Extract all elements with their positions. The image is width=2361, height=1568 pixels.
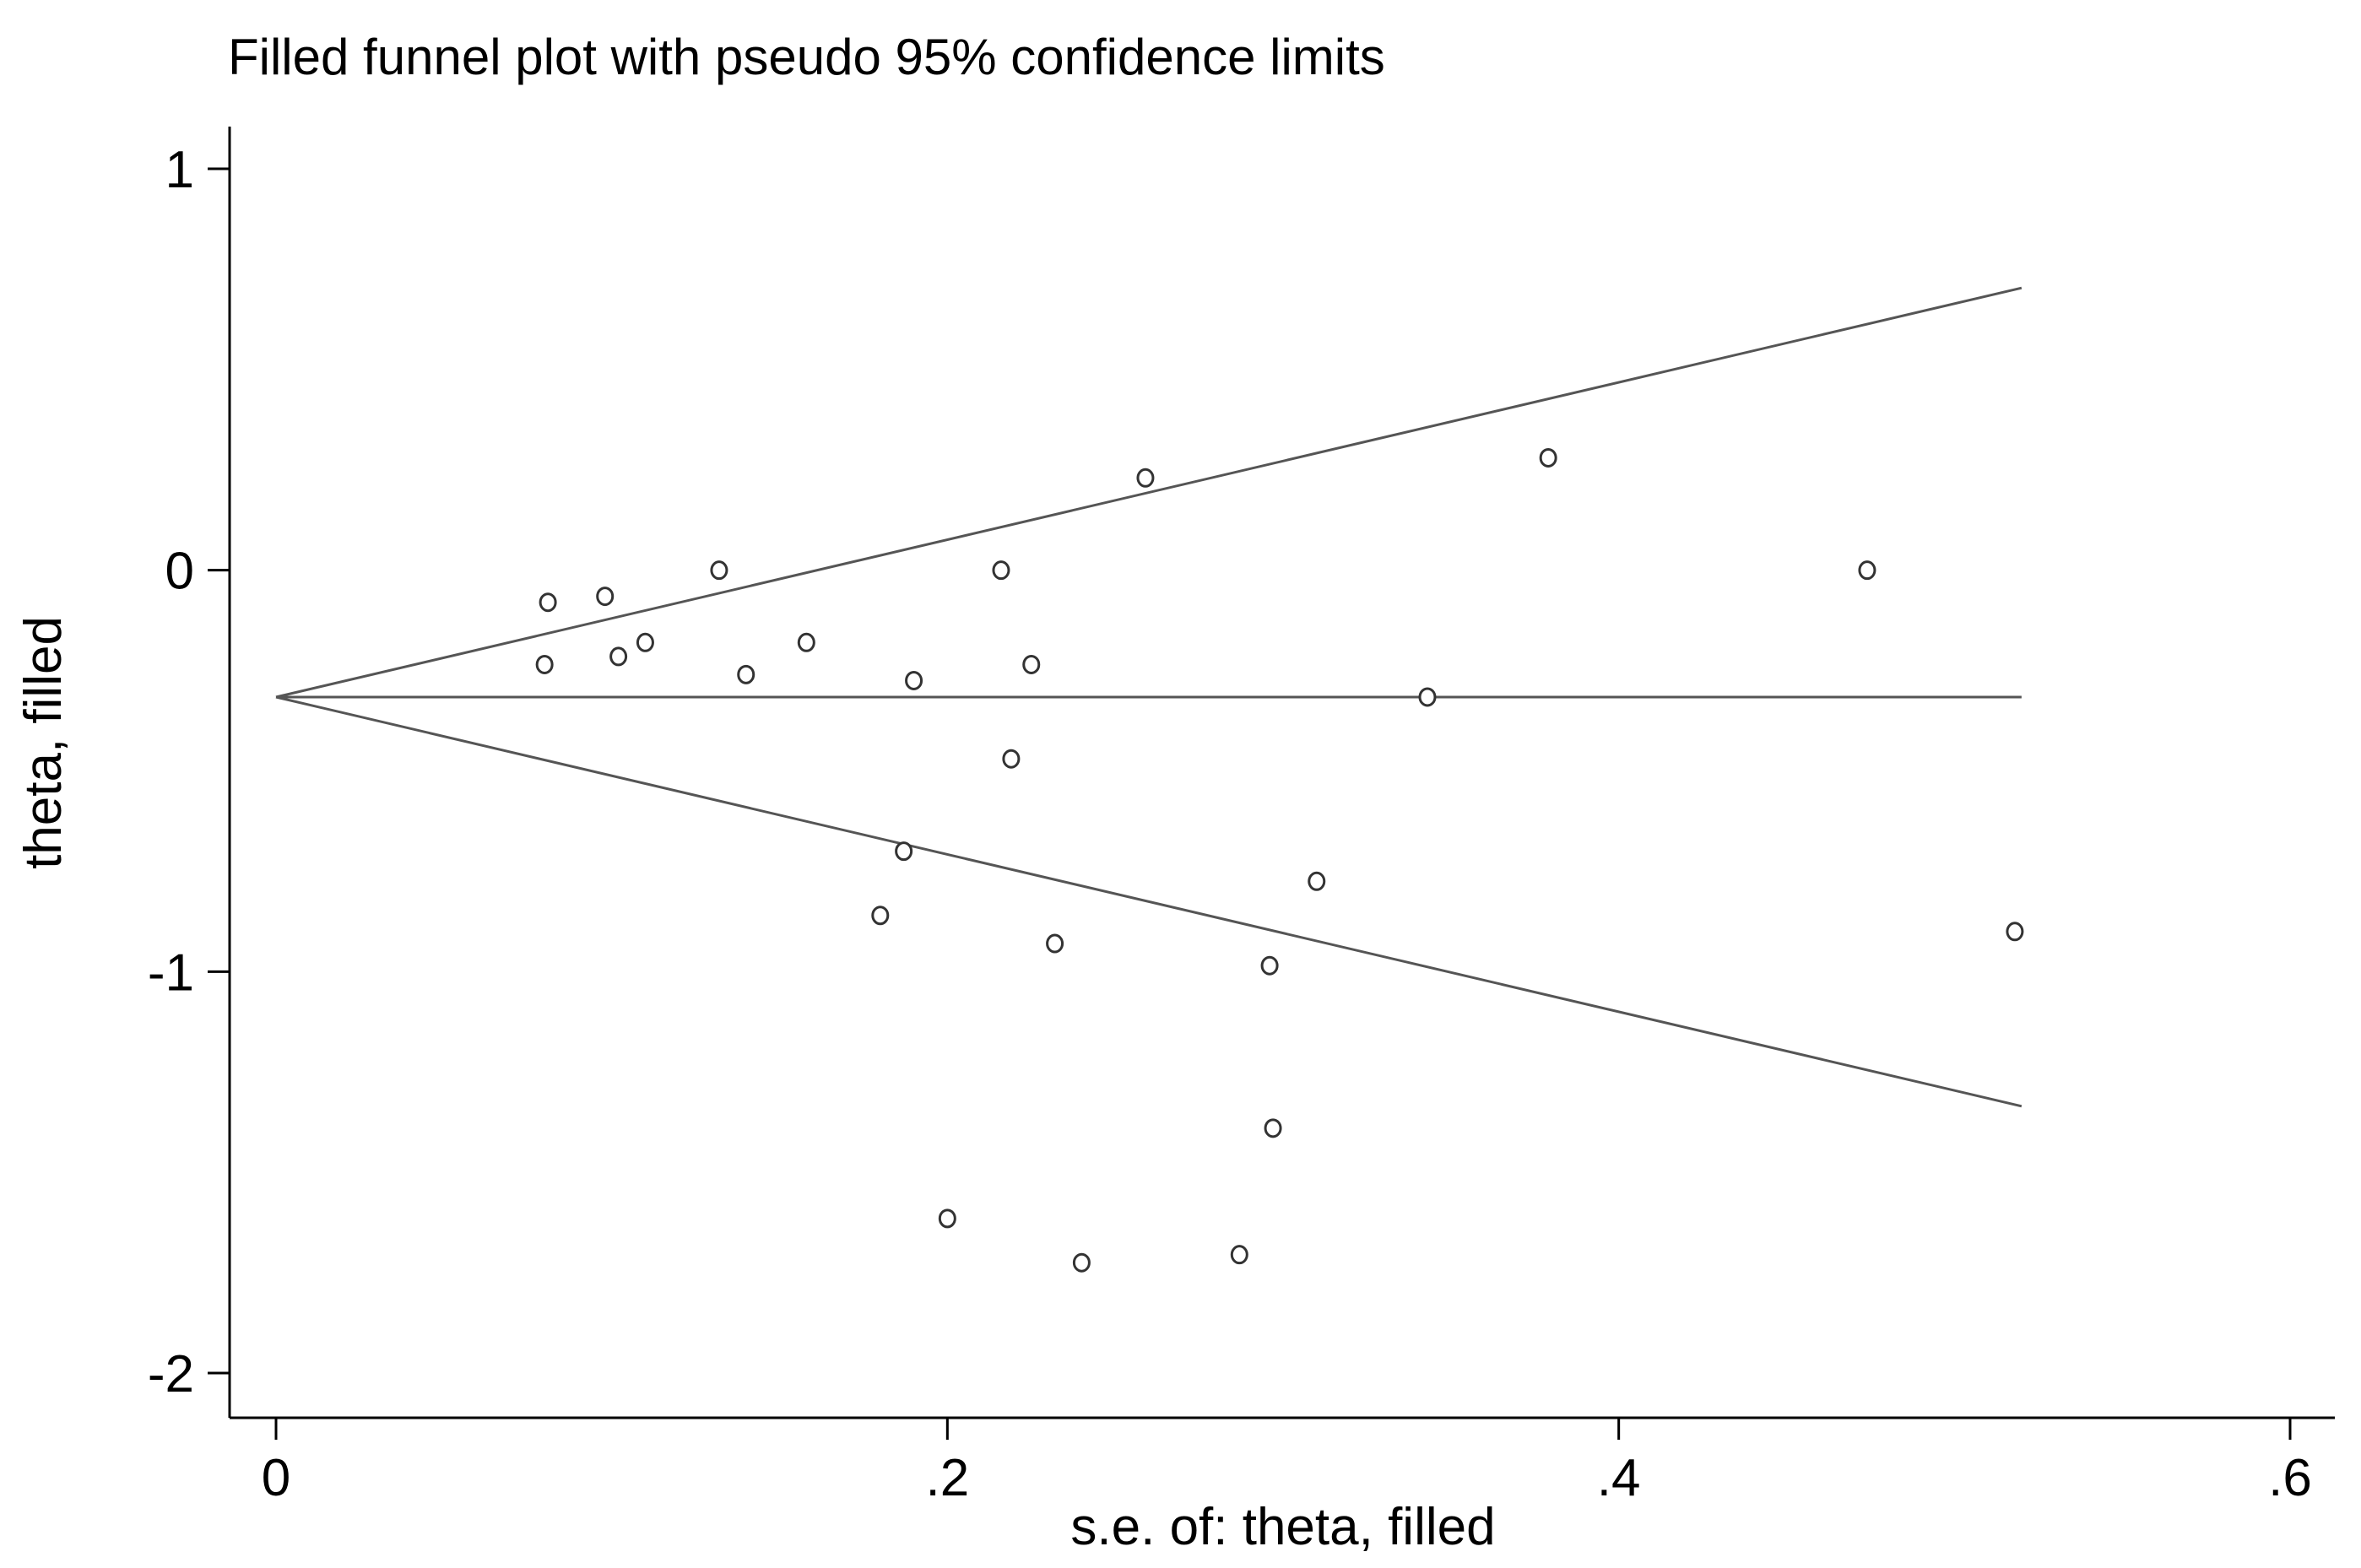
- study-point: [1264, 1118, 1282, 1138]
- x-tick-label: .6: [2268, 1449, 2312, 1507]
- lower-confidence-limit-line: [275, 695, 2023, 1108]
- y-tick-label: 1: [165, 141, 194, 199]
- study-point: [1072, 1252, 1091, 1273]
- x-tick-label: .2: [925, 1449, 969, 1507]
- study-point: [1046, 933, 1064, 954]
- x-tick-label: 0: [262, 1449, 290, 1507]
- study-point: [737, 664, 755, 684]
- chart-title: Filled funnel plot with pseudo 95% confi…: [228, 29, 1385, 85]
- study-point: [710, 560, 728, 581]
- study-point: [1260, 955, 1279, 976]
- study-point: [596, 587, 615, 607]
- study-point: [895, 841, 913, 862]
- study-point: [1539, 447, 1557, 468]
- study-point: [1308, 871, 1326, 891]
- y-tick-label: -2: [148, 1345, 194, 1403]
- study-point: [938, 1208, 956, 1229]
- upper-confidence-limit-line: [275, 286, 2023, 699]
- study-point: [992, 560, 1010, 581]
- study-point: [871, 906, 890, 926]
- study-point: [1230, 1245, 1248, 1265]
- study-point: [905, 670, 923, 690]
- x-axis-label: s.e. of: theta, filled: [1070, 1498, 1495, 1556]
- y-tick-label: -1: [148, 944, 194, 1002]
- x-tick-label: .4: [1597, 1449, 1641, 1507]
- funnel-lines: [275, 286, 2023, 1108]
- study-point: [1858, 560, 1876, 581]
- study-point: [1002, 749, 1021, 769]
- y-axis-ticks: 1 0 -1 -2: [148, 141, 230, 1403]
- study-point: [1022, 654, 1041, 674]
- study-point: [797, 632, 815, 652]
- x-axis-ticks: 0 .2 .4 .6: [262, 1418, 2312, 1507]
- study-point: [1418, 687, 1437, 707]
- study-point: [535, 654, 554, 674]
- study-point: [1136, 468, 1155, 488]
- y-axis-label: theta, filled: [14, 616, 73, 869]
- study-point: [636, 632, 654, 652]
- study-point: [609, 646, 628, 667]
- study-point: [539, 592, 557, 613]
- y-tick-label: 0: [165, 543, 194, 601]
- study-point: [2006, 922, 2024, 942]
- study-points: [535, 447, 2024, 1273]
